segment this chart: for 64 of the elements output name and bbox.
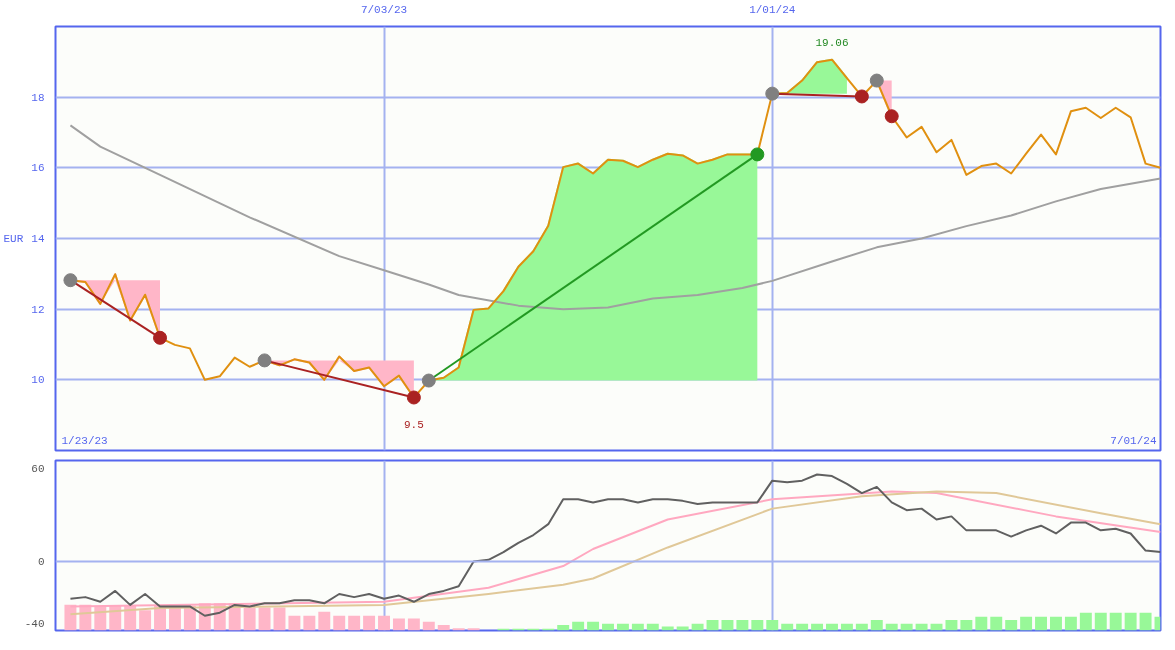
point [421,373,436,388]
bar [1109,612,1122,631]
y-tick-label: 0 [37,555,45,568]
bar [587,621,600,631]
y-tick-label: -40 [24,618,45,631]
y-tick-label: 16 [31,162,45,175]
annotation: 1/23/23 [61,434,108,447]
y-tick-label: 12 [31,303,45,316]
bar [348,615,361,631]
x-tick-label: 1/01/24 [749,3,796,16]
point [765,86,780,101]
annotation: 19.06 [815,36,849,49]
bar [333,615,346,631]
y-tick-label: 18 [31,91,45,104]
bar [960,620,973,631]
bar [751,620,764,631]
bar [975,616,988,631]
line-series [69,124,1161,311]
bar [557,625,570,631]
bar [422,621,435,631]
bar [1079,612,1092,631]
bar [990,616,1003,631]
bar [363,615,376,631]
annotation: 7/01/24 [1110,434,1157,447]
bar [378,615,390,631]
y-tick-label: 14 [31,233,45,245]
bar [1005,620,1018,631]
bar [1020,616,1033,631]
bar [1094,612,1107,631]
bar [303,615,316,631]
bar [736,620,749,631]
bar [721,620,734,631]
point [406,390,421,405]
bar [1035,616,1048,631]
y-tick-label: 60 [31,462,45,475]
bar [392,618,405,631]
bar [318,611,331,631]
bar [945,620,958,631]
x-tick-label: 7/03/23 [360,3,408,16]
point [153,330,168,345]
bar [288,615,301,631]
bar [1124,612,1137,631]
point [63,273,78,288]
bar [572,621,585,631]
y-tick-label: 10 [31,374,45,387]
bar [437,625,450,631]
bar [64,604,77,631]
point [750,147,765,162]
bar [258,607,271,631]
bar [1064,616,1077,631]
bar [870,620,883,631]
annotation: 9.5 [403,418,424,431]
point [884,109,899,124]
bar [407,618,420,631]
point [257,353,272,368]
point [854,89,869,104]
bar [1050,616,1062,631]
bar [706,620,719,631]
y-axis-title: EUR [3,232,24,245]
bar [243,607,256,631]
bar [766,620,779,631]
bar [1139,612,1152,631]
bar [139,610,152,631]
point [869,73,884,88]
